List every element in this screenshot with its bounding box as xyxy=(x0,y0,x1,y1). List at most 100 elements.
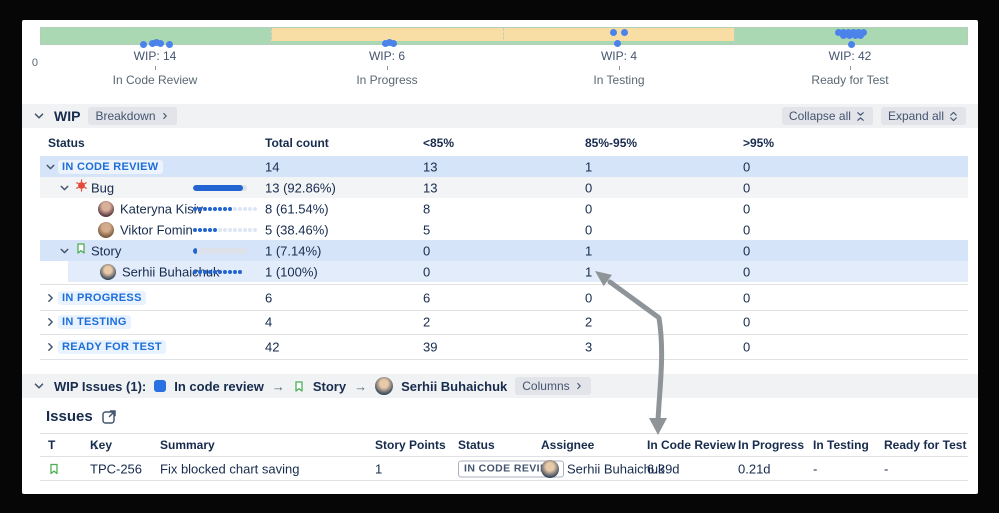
col-key-label: Key xyxy=(90,438,113,452)
issue-dot[interactable] xyxy=(621,29,628,36)
chevron-right-icon[interactable] xyxy=(44,315,57,328)
lt85-value: 5 xyxy=(423,222,431,237)
issue-dot[interactable] xyxy=(614,40,621,47)
chevron-down-icon[interactable] xyxy=(58,181,71,194)
total-count: 13 (92.86%) xyxy=(265,180,336,195)
status-color-square xyxy=(154,380,167,392)
progress-dot xyxy=(223,227,227,232)
zone-divider xyxy=(503,28,504,44)
gt95-value: 0 xyxy=(743,180,751,195)
wip-row-story[interactable]: Story 1 (7.14%) 0 1 0 xyxy=(40,240,968,261)
chart-column-in-code-review: WIP: 14 In Code Review xyxy=(70,50,240,87)
issues-title: Issues xyxy=(46,408,93,425)
mid-value: 3 xyxy=(585,339,593,354)
status-name: In Progress xyxy=(356,73,418,87)
gt95-value: 0 xyxy=(743,314,751,329)
columns-button-label: Columns xyxy=(522,379,570,393)
progress-dot xyxy=(198,206,202,211)
yellow-zone xyxy=(271,28,734,41)
issue-story-points: 1 xyxy=(375,461,383,476)
wip-row-kateryna-kisiv[interactable]: Kateryna Kisiv 8 (61.54%) 8 0 0 xyxy=(40,198,968,219)
issue-dot[interactable] xyxy=(157,40,164,47)
issue-row-tpc-256[interactable]: TPC-256 Fix blocked chart saving 1 IN CO… xyxy=(40,457,968,481)
issue-ready-for-test-time: - xyxy=(884,461,889,476)
total-count: 1 (7.14%) xyxy=(265,243,322,258)
issue-dot[interactable] xyxy=(860,29,867,36)
issue-dot[interactable] xyxy=(840,32,847,39)
progress-dot xyxy=(233,206,237,211)
collapse-vertical-icon xyxy=(857,111,864,121)
issue-dot[interactable] xyxy=(857,32,864,39)
chevron-down-icon[interactable] xyxy=(44,160,57,173)
chart-column-in-progress: WIP: 6 In Progress xyxy=(302,50,472,87)
axis-tick xyxy=(618,66,620,70)
issue-dot[interactable] xyxy=(610,29,617,36)
issue-key[interactable]: TPC-256 xyxy=(90,461,143,476)
total-count: 42 xyxy=(265,339,280,354)
mid-value: 0 xyxy=(585,290,593,305)
open-in-new-icon[interactable] xyxy=(101,409,117,425)
issue-dot[interactable] xyxy=(149,40,156,47)
gt95-value: 0 xyxy=(743,264,751,279)
wip-issues-title: WIP Issues (1): xyxy=(54,378,147,394)
expand-all-button[interactable]: Expand all xyxy=(880,107,966,125)
wip-row-in-testing[interactable]: IN TESTING 4 2 2 0 xyxy=(40,309,968,335)
issue-dot[interactable] xyxy=(390,40,397,47)
issue-dot[interactable] xyxy=(846,32,853,39)
collapse-section-chevron-icon[interactable] xyxy=(32,109,46,123)
wip-row-ready-for-test[interactable]: READY FOR TEST 42 39 3 0 xyxy=(40,334,968,360)
issue-in-testing-time: - xyxy=(813,461,818,476)
chevron-right-icon[interactable] xyxy=(44,291,57,304)
issue-dot[interactable] xyxy=(382,40,389,47)
progress-dot xyxy=(238,269,242,274)
breakdown-button-label: Breakdown xyxy=(95,109,156,123)
chevron-right-icon[interactable] xyxy=(44,340,57,353)
progress-dot xyxy=(193,227,197,232)
status-lozenge: READY FOR TEST xyxy=(58,339,166,354)
status-lozenge: IN CODE REVIEW xyxy=(58,159,163,174)
issue-dot[interactable] xyxy=(166,41,173,48)
issue-dot[interactable] xyxy=(835,29,842,36)
breakdown-button[interactable]: Breakdown xyxy=(88,107,177,125)
wip-row-serhii-buhaichuk[interactable]: Serhii Buhaichuk 1 (100%) 0 1 0 xyxy=(68,261,968,282)
issue-dot[interactable] xyxy=(386,39,393,46)
breadcrumb-status: In code review xyxy=(174,378,264,394)
chevron-down-icon[interactable] xyxy=(58,244,71,257)
progress-dot xyxy=(203,227,207,232)
lt85-value: 8 xyxy=(423,201,431,216)
progress-dot xyxy=(193,269,197,274)
collapse-all-button[interactable]: Collapse all xyxy=(781,107,873,125)
wip-count-label: WIP: 4 xyxy=(600,49,637,63)
columns-button[interactable]: Columns xyxy=(515,377,591,395)
progress-dot xyxy=(253,227,257,232)
wip-count-label: WIP: 6 xyxy=(368,49,405,63)
lt85-value: 6 xyxy=(423,290,431,305)
issue-dot[interactable] xyxy=(848,41,855,48)
progress-dot xyxy=(253,206,257,211)
col-assignee: Assignee xyxy=(541,438,595,452)
wip-row-bug[interactable]: Bug 13 (92.86%) 13 0 0 xyxy=(40,177,968,198)
issues-table-header: T Key ↓ Summary Story Points Status Assig… xyxy=(40,433,968,457)
issue-dot[interactable] xyxy=(140,41,147,48)
total-count: 1 (100%) xyxy=(265,264,318,279)
avatar xyxy=(375,377,394,395)
issue-dot[interactable] xyxy=(852,32,859,39)
issue-dot[interactable] xyxy=(153,39,160,46)
progress-dot xyxy=(193,206,197,211)
progress-dots xyxy=(193,269,242,274)
wip-row-in-progress[interactable]: IN PROGRESS 6 6 0 0 xyxy=(40,284,968,311)
wip-zone-band[interactable] xyxy=(40,27,968,48)
progress-dot xyxy=(228,206,232,211)
wip-row-viktor-fomin[interactable]: Viktor Fomin 5 (38.46%) 5 0 0 xyxy=(40,219,968,240)
wip-row-in-code-review[interactable]: IN CODE REVIEW 14 13 1 0 xyxy=(40,156,968,177)
progress-dot xyxy=(233,227,237,232)
zone-divider xyxy=(271,28,272,44)
progress-dots xyxy=(193,227,257,232)
collapse-section-chevron-icon[interactable] xyxy=(32,379,46,393)
axis-tick xyxy=(386,66,388,70)
lt85-value: 13 xyxy=(423,159,438,174)
avatar xyxy=(98,200,114,217)
mid-value: 0 xyxy=(585,180,593,195)
mid-value: 0 xyxy=(585,201,593,216)
status-name: In Testing xyxy=(593,73,645,87)
